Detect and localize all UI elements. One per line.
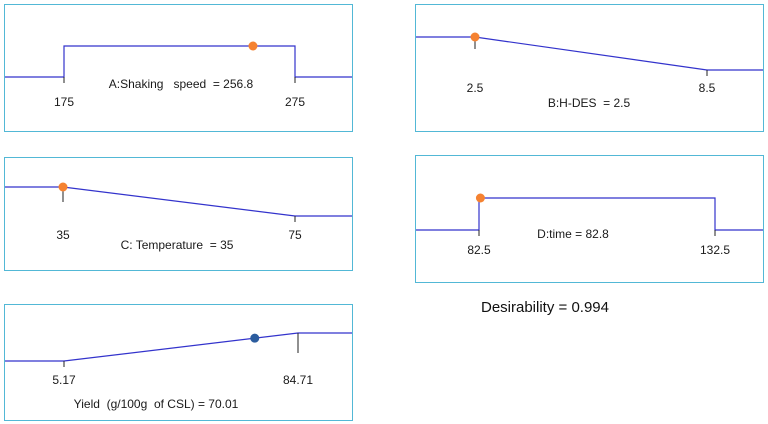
high-tick-label: 8.5 bbox=[698, 81, 716, 95]
response-label: Yield (g/100g of CSL) = 70.01 bbox=[73, 397, 239, 411]
panel-shaking-speed: 175 275 A:Shaking speed = 256.8 bbox=[4, 4, 353, 132]
desirability-ramp-shaking-speed bbox=[5, 41, 352, 83]
current-value-marker bbox=[250, 333, 260, 343]
panel-time: 82.5 132.5 D:time = 82.8 bbox=[415, 155, 764, 283]
current-value-marker bbox=[475, 193, 485, 203]
low-tick-label: 2.5 bbox=[466, 81, 484, 95]
high-tick-label: 275 bbox=[284, 95, 306, 109]
high-tick-label: 84.71 bbox=[282, 373, 314, 387]
desirability-ramp-temperature bbox=[5, 182, 352, 222]
factor-label: C: Temperature = 35 bbox=[120, 238, 234, 252]
desirability-curve bbox=[416, 197, 763, 231]
current-value-marker bbox=[470, 32, 480, 42]
desirability-curve bbox=[5, 186, 352, 217]
low-tick-label: 82.5 bbox=[467, 243, 491, 257]
panel-temperature: 35 75 C: Temperature = 35 bbox=[4, 157, 353, 271]
desirability-curve bbox=[5, 332, 352, 362]
factor-label: B:H-DES = 2.5 bbox=[547, 96, 631, 110]
desirability-ramp-h-des bbox=[416, 32, 763, 76]
low-tick-label: 175 bbox=[53, 95, 75, 109]
low-tick-label: 35 bbox=[56, 228, 70, 242]
desirability-curve bbox=[416, 36, 763, 71]
factor-label: A:Shaking speed = 256.8 bbox=[108, 77, 254, 91]
current-value-marker bbox=[58, 182, 68, 192]
desirability-ramp-yield bbox=[5, 332, 352, 367]
high-tick-label: 132.5 bbox=[699, 243, 731, 257]
panel-yield: 5.17 84.71 Yield (g/100g of CSL) = 70.01 bbox=[4, 304, 353, 421]
factor-label: D:time = 82.8 bbox=[537, 227, 609, 241]
desirability-value: Desirability = 0.994 bbox=[481, 299, 609, 316]
current-value-marker bbox=[248, 41, 258, 51]
desirability-curve bbox=[5, 45, 352, 78]
low-tick-label: 5.17 bbox=[52, 373, 76, 387]
desirability-ramp-time bbox=[416, 193, 763, 236]
panel-h-des: 2.5 8.5 B:H-DES = 2.5 bbox=[415, 4, 764, 132]
high-tick-label: 75 bbox=[288, 228, 302, 242]
